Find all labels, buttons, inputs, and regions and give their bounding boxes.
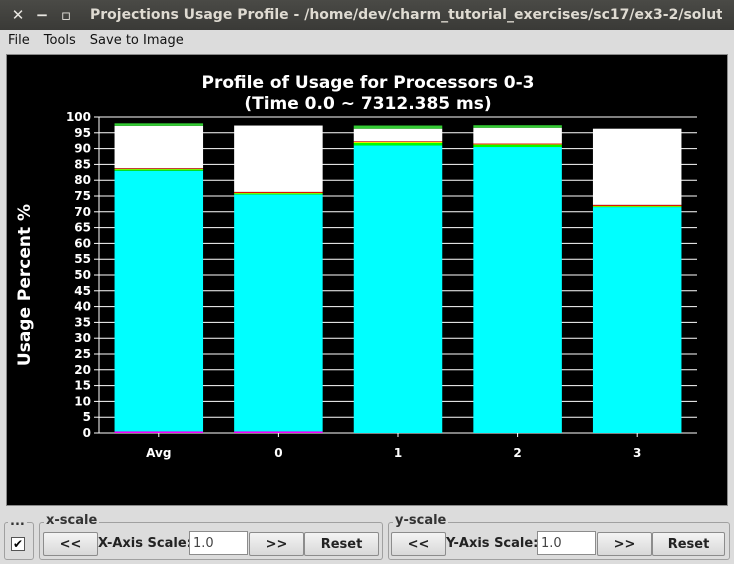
bar-segment <box>234 193 323 195</box>
window-title: Projections Usage Profile - /home/dev/ch… <box>90 7 722 23</box>
x-scale-increase-button[interactable]: >> <box>249 532 304 556</box>
bar-segment <box>473 143 562 145</box>
y-tick-label: 5 <box>83 410 91 424</box>
bar-segment <box>353 141 443 142</box>
y-axis-label: Usage Percent % <box>15 204 35 366</box>
bar-segment <box>114 169 204 171</box>
y-tick-label: 30 <box>74 331 91 345</box>
bar-segment <box>473 127 562 144</box>
bar-segment <box>114 431 204 433</box>
x-scale-decrease-button[interactable]: << <box>43 532 98 556</box>
y-scale-input[interactable]: 1.0 <box>537 531 596 555</box>
y-tick-label: 20 <box>74 363 91 377</box>
x-tick-label: 3 <box>633 446 641 460</box>
bar-segment <box>114 123 204 126</box>
y-scale-label: Y-Axis Scale: <box>446 536 539 551</box>
y-tick-label: 35 <box>74 315 91 329</box>
x-scale-group-border <box>39 522 383 560</box>
y-tick-label: 60 <box>74 236 91 250</box>
options-checkbox[interactable]: ✔ <box>11 537 25 551</box>
bar-segment <box>473 144 562 148</box>
x-scale-reset-button[interactable]: Reset <box>304 532 379 556</box>
options-more-button[interactable]: ... <box>8 514 27 529</box>
bar-segment <box>114 170 204 432</box>
menu-file[interactable]: File <box>8 32 30 48</box>
bar-segment <box>473 147 562 433</box>
bar-segment <box>234 191 323 193</box>
y-tick-label: 10 <box>74 394 91 408</box>
chart-title: Profile of Usage for Processors 0-3 <box>202 73 535 93</box>
y-tick-label: 50 <box>74 268 91 282</box>
bar-segment <box>114 168 204 170</box>
y-scale-reset-button[interactable]: Reset <box>652 532 725 556</box>
bar-segment <box>234 125 323 192</box>
bar-segment <box>234 431 323 433</box>
minimize-icon[interactable]: − <box>35 6 49 24</box>
x-tick-label: Avg <box>146 446 171 460</box>
x-tick-label: 1 <box>394 446 402 460</box>
close-icon[interactable]: ✕ <box>11 6 25 24</box>
bar-segment <box>592 207 682 433</box>
y-scale-decrease-button[interactable]: << <box>391 532 446 556</box>
menu-save-to-image[interactable]: Save to Image <box>89 32 184 48</box>
y-tick-label: 90 <box>74 142 91 156</box>
bar-segment <box>592 204 682 206</box>
y-tick-label: 0 <box>83 426 91 440</box>
y-tick-label: 45 <box>74 284 91 298</box>
maximize-icon[interactable]: ▫ <box>60 6 72 24</box>
bar-segment <box>234 192 323 194</box>
y-tick-label: 40 <box>74 300 91 314</box>
usage-chart: Profile of Usage for Processors 0-3 (Tim… <box>15 73 697 460</box>
y-tick-label: 95 <box>74 126 91 140</box>
y-tick-label: 85 <box>74 157 91 171</box>
y-scale-increase-button[interactable]: >> <box>597 532 652 556</box>
bar-segment <box>353 141 443 143</box>
window-titlebar: ✕ − ▫ Projections Usage Profile - /home/… <box>0 0 734 30</box>
chart-panel: Profile of Usage for Processors 0-3 (Tim… <box>6 54 728 506</box>
y-tick-label: 70 <box>74 205 91 219</box>
y-scale-group-border <box>388 522 730 560</box>
x-scale-title: x-scale <box>44 513 100 528</box>
menubar: File Tools Save to Image <box>0 30 734 50</box>
bar-segment <box>592 128 682 205</box>
bar-segment <box>114 125 204 169</box>
y-tick-label: 65 <box>74 221 91 235</box>
bar-segment <box>114 168 204 169</box>
x-scale-label: X-Axis Scale: <box>98 536 192 551</box>
y-tick-label: 80 <box>74 173 91 187</box>
x-tick-label: 0 <box>274 446 282 460</box>
menu-tools[interactable]: Tools <box>43 32 76 48</box>
bar-segment <box>473 144 562 145</box>
bar-segment <box>592 205 682 207</box>
bar-segment <box>234 194 323 432</box>
y-tick-label: 100 <box>66 110 91 124</box>
bar-segment <box>353 142 443 146</box>
x-scale-input[interactable]: 1.0 <box>189 531 248 555</box>
y-tick-label: 75 <box>74 189 91 203</box>
y-scale-title: y-scale <box>393 513 449 528</box>
bar-segment <box>353 125 443 129</box>
x-tick-label: 2 <box>513 446 521 460</box>
y-tick-label: 55 <box>74 252 91 266</box>
bar-segment <box>353 128 443 142</box>
bar-segment <box>473 125 562 128</box>
bar-segment <box>353 145 443 433</box>
chart-subtitle: (Time 0.0 ~ 7312.385 ms) <box>244 94 491 114</box>
bar-segment <box>592 206 682 208</box>
y-tick-label: 25 <box>74 347 91 361</box>
y-tick-label: 15 <box>74 379 91 393</box>
